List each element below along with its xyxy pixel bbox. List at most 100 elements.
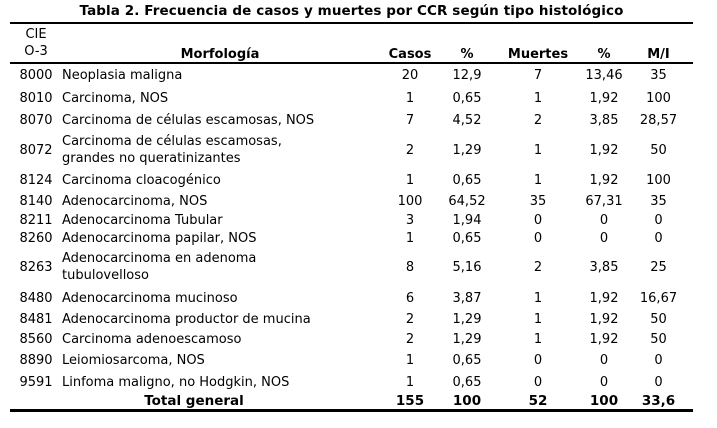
col-header-cie-o3: CIE O-3 bbox=[10, 23, 62, 64]
row-8070: 8070 Carcinoma de células escamosas, NOS… bbox=[10, 109, 693, 131]
row-8480: 8480 Adenocarcinoma mucinoso 6 3,87 1 1,… bbox=[10, 287, 693, 309]
cell-deaths: 1 bbox=[533, 311, 543, 327]
cell-cases-pct: 4,52 bbox=[452, 112, 482, 128]
cell-cases: 7 bbox=[405, 112, 415, 128]
cell-cases-pct: 1,94 bbox=[452, 212, 482, 228]
col-header-morfologia: Morfología bbox=[62, 23, 378, 64]
cell-cases-pct: 0,65 bbox=[452, 90, 482, 106]
cell-morphology: Carcinoma cloacogénico bbox=[62, 172, 221, 188]
cell-deaths: 7 bbox=[533, 68, 543, 83]
cell-code: 8890 bbox=[19, 352, 53, 368]
cell-code: 8260 bbox=[19, 230, 53, 246]
col-header-cie-line2: O-3 bbox=[24, 43, 48, 59]
cell-deaths-pct: 1,92 bbox=[589, 290, 619, 306]
frequency-table: CIE O-3 Morfología Casos % Muertes % M/I … bbox=[10, 22, 693, 412]
cell-mi: 0 bbox=[654, 230, 663, 246]
col-header-mi: M/I bbox=[624, 23, 693, 64]
cell-code: 8263 bbox=[19, 259, 53, 275]
cell-morphology: Adenocarcinoma papilar, NOS bbox=[62, 230, 257, 246]
cell-mi: 0 bbox=[654, 374, 663, 390]
cell-mi: 100 bbox=[646, 172, 671, 188]
cell-mi: 50 bbox=[650, 331, 667, 347]
cell-deaths: 1 bbox=[533, 331, 543, 347]
row-8072: 8072 Carcinoma de células escamosas, gra… bbox=[10, 131, 693, 169]
cell-deaths: 2 bbox=[533, 259, 543, 275]
col-header-muertes: Muertes bbox=[492, 23, 584, 64]
cell-cases-pct: 0,65 bbox=[452, 230, 482, 246]
total-cases-pct: 100 bbox=[452, 393, 482, 409]
cell-deaths-pct: 0 bbox=[599, 352, 609, 368]
cell-code: 8124 bbox=[19, 172, 53, 188]
cell-deaths-pct: 0 bbox=[599, 374, 609, 390]
row-8481: 8481 Adenocarcinoma productor de mucina … bbox=[10, 309, 693, 329]
cell-cases-pct: 0,65 bbox=[452, 352, 482, 368]
col-header-cie-line1: CIE bbox=[25, 26, 47, 42]
cell-cases: 1 bbox=[405, 352, 415, 368]
cell-morphology: Adenocarcinoma productor de mucina bbox=[62, 311, 311, 327]
row-8010: 8010 Carcinoma, NOS 1 0,65 1 1,92 100 bbox=[10, 87, 693, 109]
cell-deaths: 0 bbox=[533, 352, 543, 368]
cell-deaths: 35 bbox=[529, 193, 547, 209]
cell-cases-pct: 1,29 bbox=[452, 331, 482, 347]
cell-cases: 6 bbox=[405, 290, 415, 306]
cell-mi: 28,57 bbox=[639, 112, 678, 128]
cell-cases: 2 bbox=[405, 311, 415, 327]
total-deaths: 52 bbox=[528, 393, 548, 409]
cell-cases-pct: 3,87 bbox=[452, 290, 482, 306]
cell-mi: 0 bbox=[654, 212, 663, 228]
cell-morphology: Adenocarcinoma Tubular bbox=[62, 212, 223, 228]
cell-code: 8481 bbox=[19, 311, 53, 327]
cell-cases-pct: 12,9 bbox=[452, 68, 482, 83]
cell-deaths: 0 bbox=[533, 230, 543, 246]
row-8140: 8140 Adenocarcinoma, NOS 100 64,52 35 67… bbox=[10, 191, 693, 211]
cell-cases: 8 bbox=[405, 259, 415, 275]
cell-cases: 3 bbox=[405, 212, 415, 228]
cell-morphology: Neoplasia maligna bbox=[62, 68, 183, 83]
cell-deaths: 0 bbox=[533, 374, 543, 390]
cell-cases: 1 bbox=[405, 172, 415, 188]
cell-code: 8070 bbox=[19, 112, 53, 128]
cell-cases-pct: 0,65 bbox=[452, 172, 482, 188]
cell-morphology: Leiomiosarcoma, NOS bbox=[62, 352, 205, 368]
cell-mi: 25 bbox=[650, 259, 667, 275]
cell-deaths-pct: 3,85 bbox=[589, 259, 619, 275]
total-deaths-pct: 100 bbox=[589, 393, 619, 409]
total-label: Total general bbox=[144, 393, 244, 409]
total-mi: 33,6 bbox=[641, 393, 676, 409]
cell-cases: 2 bbox=[405, 142, 415, 158]
cell-code: 8140 bbox=[19, 193, 53, 209]
row-8890: 8890 Leiomiosarcoma, NOS 1 0,65 0 0 0 bbox=[10, 349, 693, 371]
row-8260: 8260 Adenocarcinoma papilar, NOS 1 0,65 … bbox=[10, 229, 693, 247]
cell-cases-pct: 1,29 bbox=[452, 142, 482, 158]
total-cases: 155 bbox=[395, 393, 425, 409]
col-header-muertes-pct: % bbox=[584, 23, 624, 64]
cell-deaths-pct: 1,92 bbox=[589, 311, 619, 327]
cell-cases: 100 bbox=[397, 193, 423, 209]
cell-morphology: Adenocarcinoma mucinoso bbox=[62, 290, 238, 306]
cell-deaths: 2 bbox=[533, 112, 543, 128]
cell-deaths: 1 bbox=[533, 142, 543, 158]
cell-morphology: Carcinoma adenoescamoso bbox=[62, 331, 242, 347]
cell-deaths: 1 bbox=[533, 172, 543, 188]
cell-deaths: 0 bbox=[533, 212, 543, 228]
cell-code: 8480 bbox=[19, 290, 53, 306]
cell-mi: 35 bbox=[650, 193, 667, 209]
cell-deaths-pct: 0 bbox=[599, 212, 609, 228]
row-8263: 8263 Adenocarcinoma en adenoma tubulovel… bbox=[10, 247, 693, 287]
header-row: CIE O-3 Morfología Casos % Muertes % M/I bbox=[10, 23, 693, 64]
col-header-casos-pct: % bbox=[442, 23, 492, 64]
cell-deaths-pct: 1,92 bbox=[589, 90, 619, 106]
total-row: Total general 155 100 52 100 33,6 bbox=[10, 393, 693, 411]
cell-deaths: 1 bbox=[533, 90, 543, 106]
cell-deaths-pct: 3,85 bbox=[589, 112, 619, 128]
row-8211: 8211 Adenocarcinoma Tubular 3 1,94 0 0 0 bbox=[10, 211, 693, 229]
cell-code: 9591 bbox=[19, 374, 53, 390]
cell-code: 8211 bbox=[19, 212, 53, 228]
cell-deaths-pct: 0 bbox=[599, 230, 609, 246]
cell-code: 8000 bbox=[19, 68, 53, 83]
cell-cases: 2 bbox=[405, 331, 415, 347]
cell-cases-pct: 64,52 bbox=[448, 193, 486, 209]
cell-deaths-pct: 1,92 bbox=[589, 331, 619, 347]
cell-code: 8010 bbox=[19, 90, 53, 106]
